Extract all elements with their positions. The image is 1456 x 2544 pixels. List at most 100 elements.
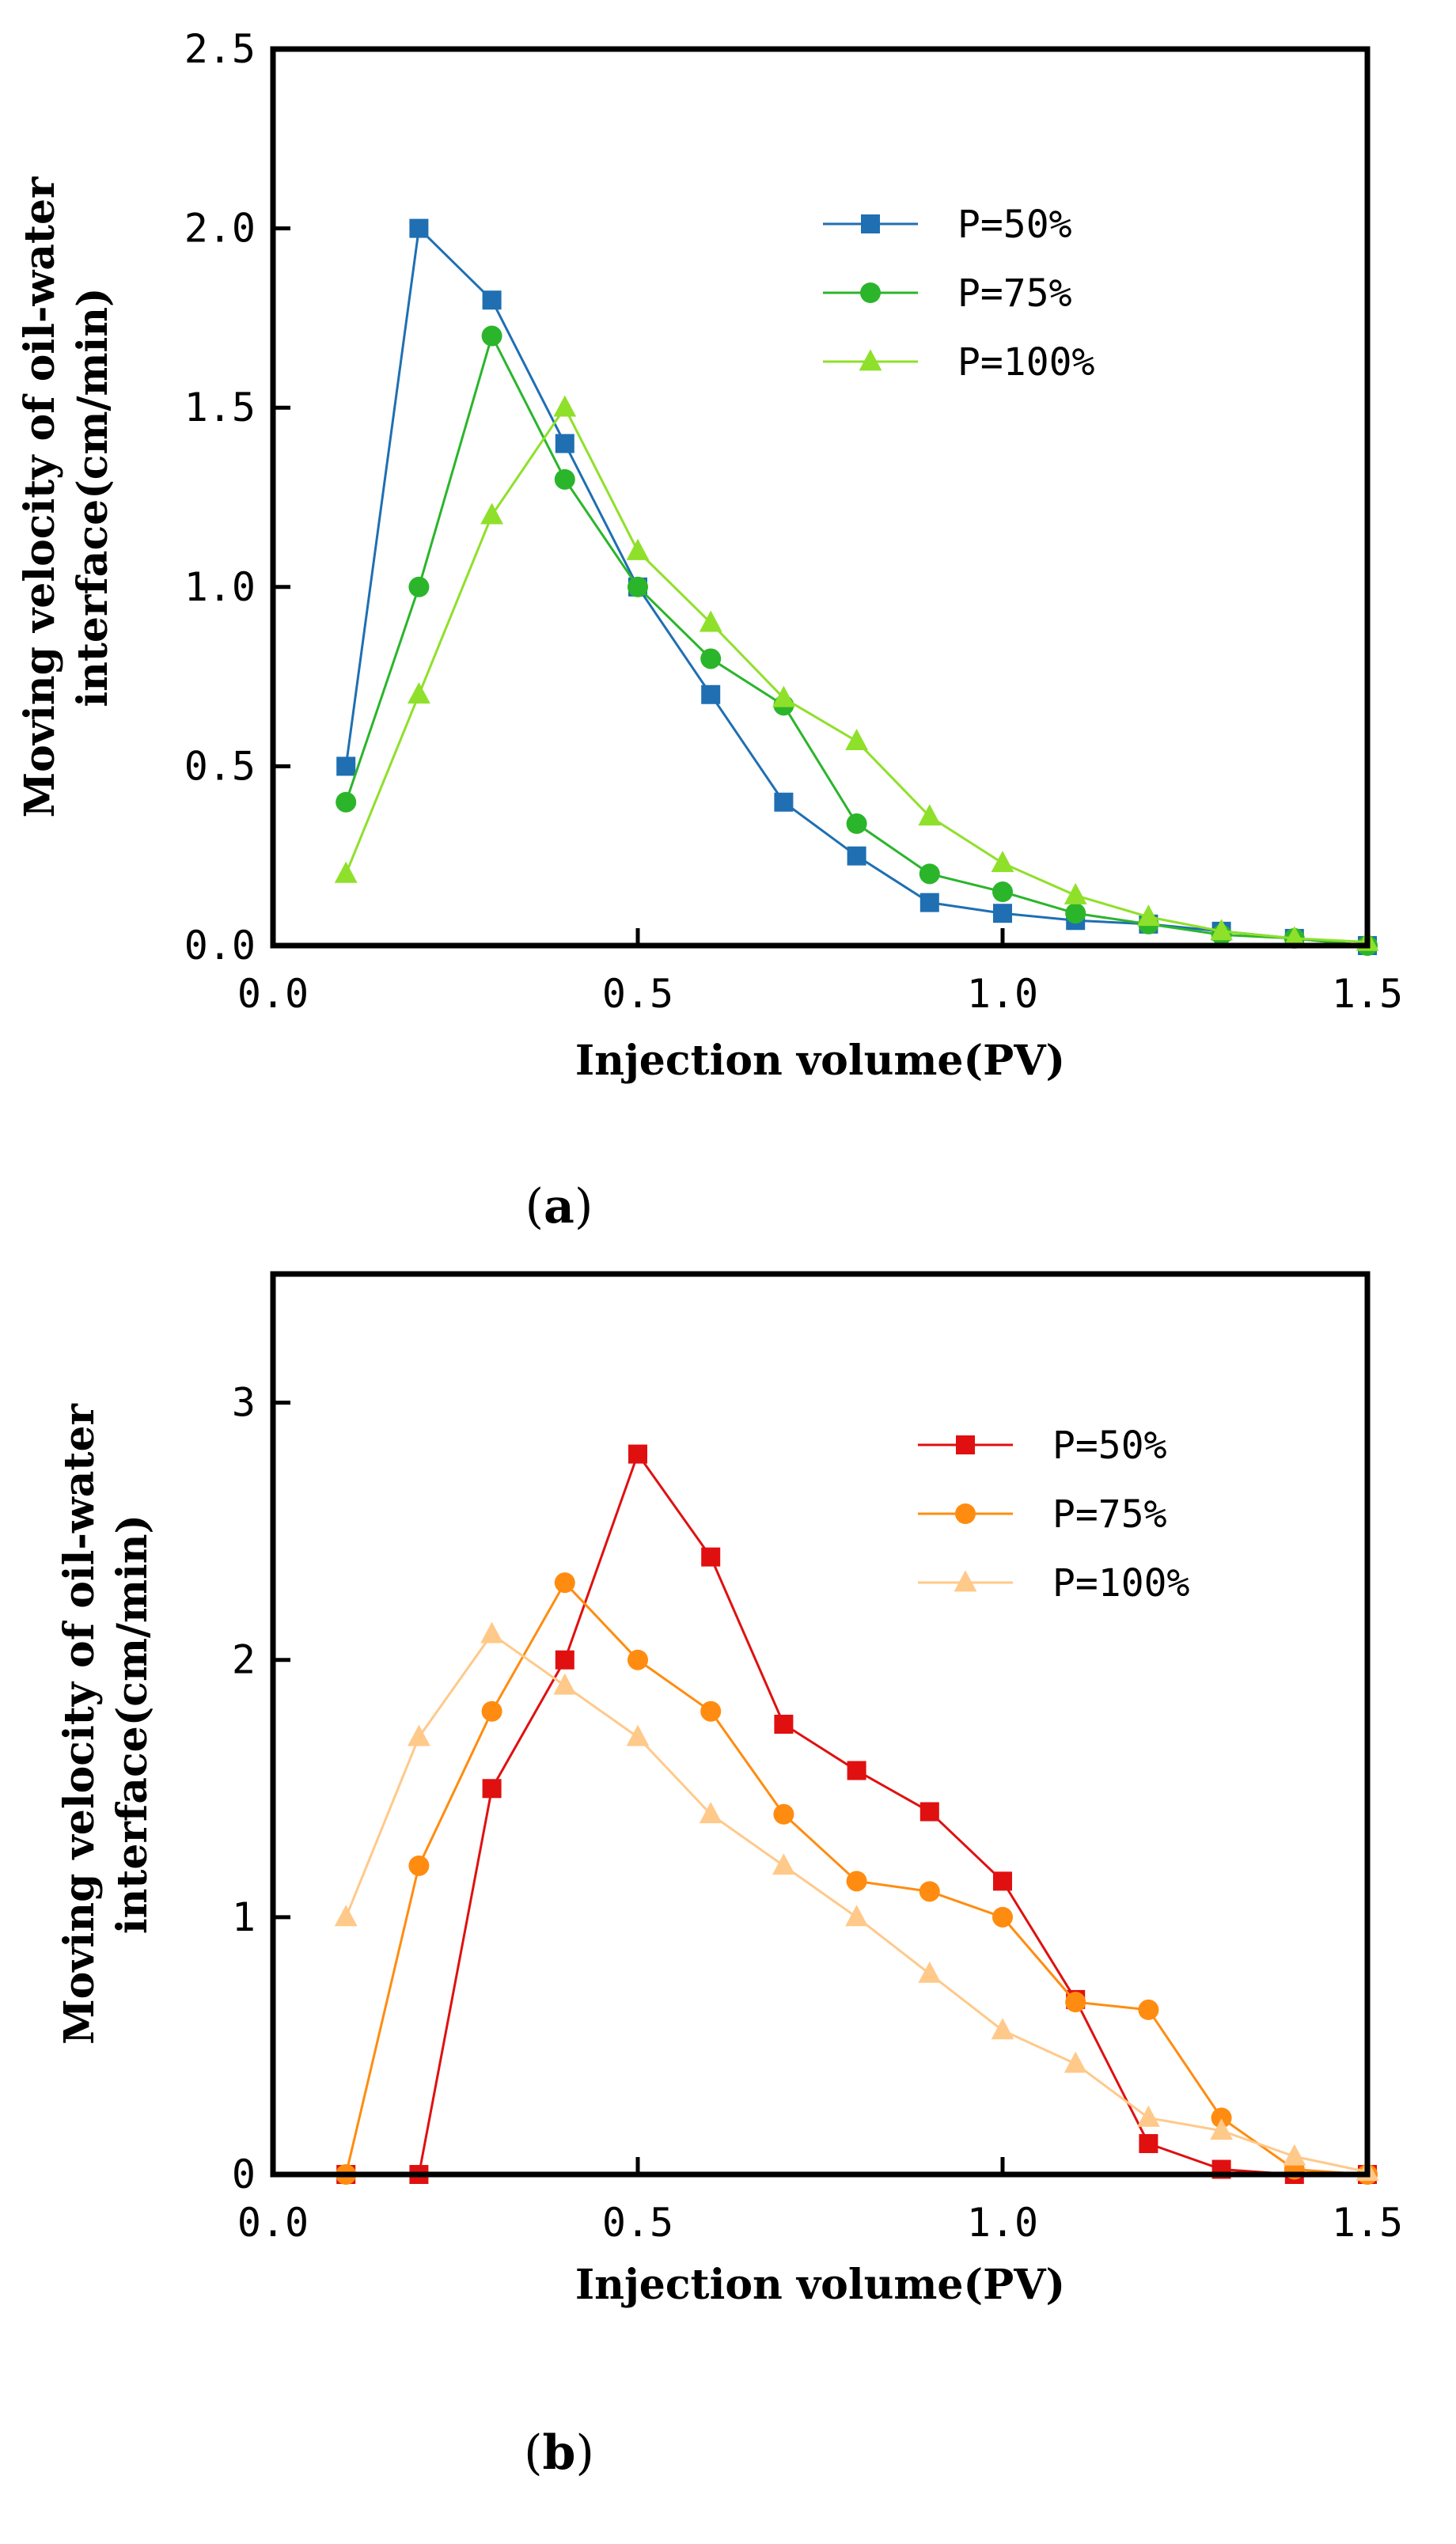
data-point xyxy=(701,1547,721,1567)
data-point xyxy=(553,1673,577,1695)
legend-label: P=50% xyxy=(1052,1424,1167,1468)
caption-close: ) xyxy=(575,2425,593,2481)
caption-open: ( xyxy=(525,1179,544,1234)
data-point xyxy=(482,290,502,310)
y-tick-label: 2.0 xyxy=(184,206,256,252)
data-point xyxy=(1283,2144,1306,2166)
y-axis-title-line-2: interface(cm/min) xyxy=(108,1515,157,1934)
panel-caption: (a) xyxy=(525,1179,593,1234)
x-tick-label: 0.5 xyxy=(602,2200,673,2246)
data-point xyxy=(555,1650,574,1670)
data-point xyxy=(1210,919,1233,941)
y-tick-label: 1 xyxy=(232,1894,256,1940)
legend-label: P=75% xyxy=(1052,1492,1167,1537)
data-point xyxy=(1137,2105,1160,2127)
chart-panel-a: 0.0 0.5 1.0 1.5 0.0 0.5 1.0 1.5 2.0 2.5 Injection … xyxy=(16,26,1403,1234)
data-point xyxy=(991,851,1014,873)
data-point xyxy=(1283,926,1306,948)
data-point xyxy=(336,791,357,813)
data-point xyxy=(480,1621,503,1644)
data-point xyxy=(846,813,867,834)
data-point xyxy=(481,325,502,347)
data-point xyxy=(626,1724,650,1746)
y-tick-label: 0.5 xyxy=(184,743,256,789)
data-point xyxy=(847,846,866,866)
legend-label: P=75% xyxy=(957,271,1072,316)
y-tick-label: 1.0 xyxy=(184,564,256,610)
series-P=75% xyxy=(336,1572,1378,2185)
data-point xyxy=(408,1724,430,1746)
data-point xyxy=(992,881,1013,903)
data-point xyxy=(919,893,939,912)
data-point xyxy=(918,1961,942,1983)
y-axis-title-line-1: Moving velocity of oil-water xyxy=(16,176,64,817)
data-point xyxy=(554,468,575,490)
legend-marker xyxy=(954,1570,977,1592)
x-tick-label: 0.0 xyxy=(237,2200,309,2246)
x-tick-label: 0.5 xyxy=(602,971,673,1017)
data-point xyxy=(334,1905,358,1927)
legend: P=50% P=75% P=100% xyxy=(823,203,1094,385)
data-point xyxy=(772,1853,795,1875)
data-point xyxy=(480,502,503,525)
data-point xyxy=(408,682,430,704)
data-point xyxy=(699,610,722,632)
caption-open: ( xyxy=(524,2425,542,2481)
legend-label: P=100% xyxy=(957,340,1094,385)
x-axis-title: Injection volume(PV) xyxy=(575,1037,1065,1085)
legend-marker xyxy=(955,1503,976,1524)
y-axis-title-line-2: interface(cm/min) xyxy=(69,287,117,707)
series-line xyxy=(346,1451,1367,2176)
x-tick-label: 1.5 xyxy=(1332,2200,1403,2246)
data-point xyxy=(992,1906,1013,1928)
chart-panel-b: 0.0 0.5 1.0 1.5 0 1 2 3 Injection volume(PV) Movi… xyxy=(55,1271,1403,2481)
series-P=50% xyxy=(336,1444,1377,2184)
series-P=100% xyxy=(334,395,1379,951)
data-point xyxy=(1064,882,1087,904)
y-tick-label: 1.5 xyxy=(184,385,256,430)
data-point xyxy=(626,538,650,560)
data-point xyxy=(774,792,794,812)
data-point xyxy=(1211,2107,1232,2129)
legend-label: P=50% xyxy=(957,203,1072,247)
data-point xyxy=(847,1761,866,1780)
x-axis-title: Injection volume(PV) xyxy=(575,2261,1065,2309)
data-point xyxy=(700,1700,722,1722)
legend-label: P=100% xyxy=(1052,1561,1189,1606)
x-tick-label: 0.0 xyxy=(237,971,309,1017)
data-point xyxy=(628,1444,647,1464)
data-point xyxy=(991,2018,1014,2040)
data-point xyxy=(1138,1999,1159,2020)
data-point xyxy=(701,684,721,704)
caption-letter: a xyxy=(544,1179,574,1234)
data-point xyxy=(699,1802,722,1824)
y-tick-label: 3 xyxy=(232,1380,256,1426)
y-tick-label: 2.5 xyxy=(184,26,256,72)
data-point xyxy=(482,1779,502,1799)
data-point xyxy=(845,729,868,751)
plot-frame xyxy=(270,1271,1371,2178)
legend-marker xyxy=(859,349,882,371)
data-point xyxy=(919,1881,940,1902)
data-point xyxy=(918,804,942,826)
data-point xyxy=(700,648,722,669)
data-point xyxy=(845,1905,868,1927)
data-point xyxy=(846,1871,867,1892)
data-point xyxy=(408,1855,430,1876)
y-axis-title-line-1: Moving velocity of oil-water xyxy=(55,1403,104,2044)
data-point xyxy=(1139,2133,1158,2153)
legend-marker xyxy=(861,214,880,233)
data-point xyxy=(993,1871,1012,1891)
data-point xyxy=(555,434,574,453)
x-tick-label: 1.5 xyxy=(1332,971,1403,1017)
data-point xyxy=(1065,1992,1086,2013)
data-point xyxy=(628,576,648,597)
y-tick-label: 2 xyxy=(232,1637,256,1683)
data-point xyxy=(334,861,358,883)
caption-letter: b xyxy=(543,2425,576,2481)
data-point xyxy=(336,756,356,776)
x-tick-label: 1.0 xyxy=(967,971,1038,1017)
data-point xyxy=(409,218,429,238)
y-tick-label: 0 xyxy=(232,2152,256,2197)
